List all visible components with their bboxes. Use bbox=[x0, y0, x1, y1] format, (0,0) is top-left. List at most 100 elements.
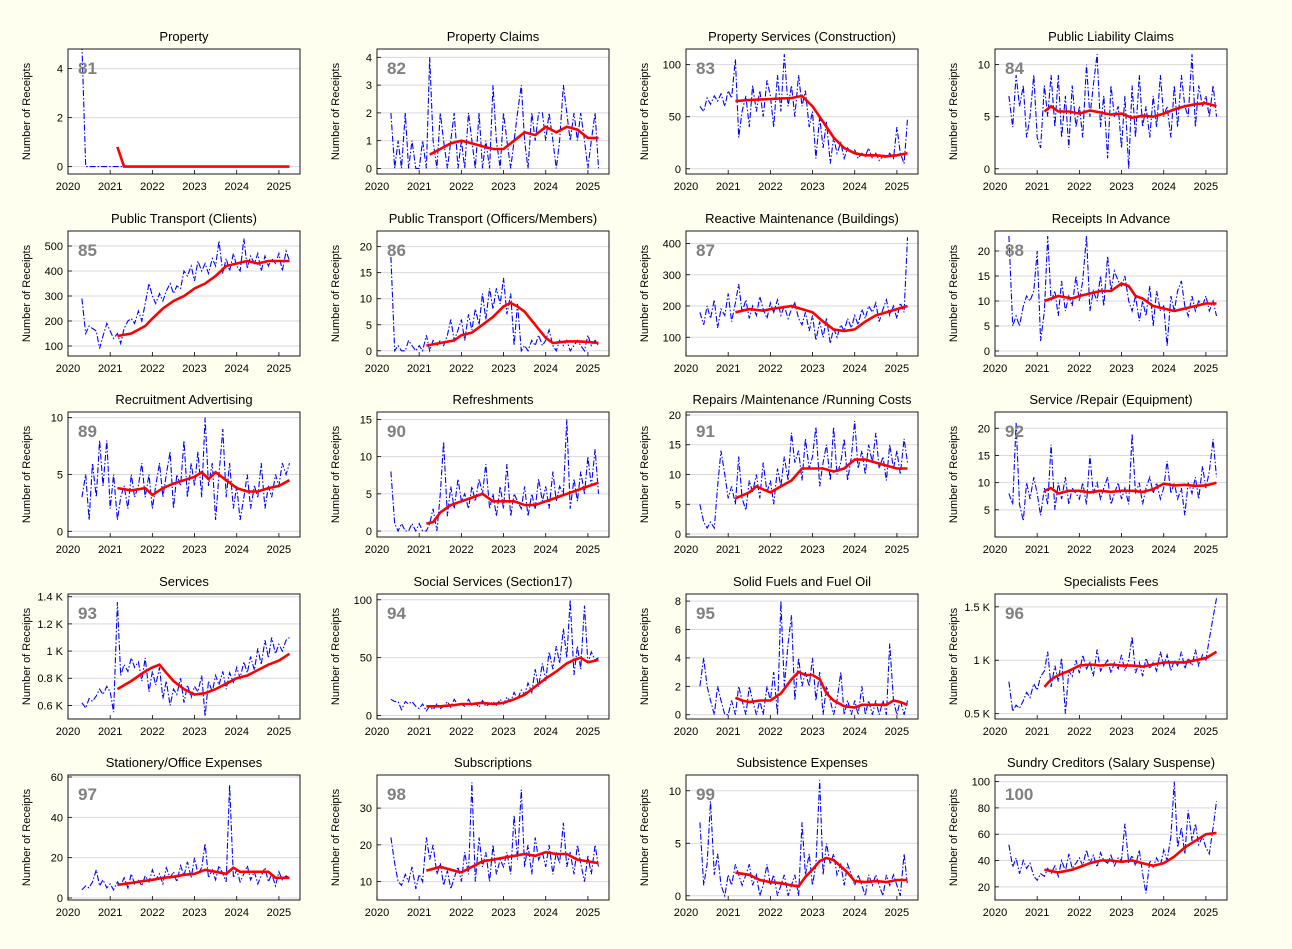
axes-frame bbox=[67, 593, 301, 720]
y-axis-label: Number of Receipts bbox=[330, 788, 342, 886]
x-tick-label: 2022 bbox=[140, 907, 164, 919]
y-tick-label: 10 bbox=[669, 786, 681, 798]
x-tick-label: 2021 bbox=[716, 181, 740, 193]
y-tick-label: 20 bbox=[978, 423, 990, 435]
y-axis-label: Number of Receipts bbox=[639, 788, 651, 886]
x-tick-label: 2023 bbox=[1109, 907, 1133, 919]
y-tick-label: 30 bbox=[360, 803, 372, 815]
y-tick-label: 0 bbox=[675, 164, 681, 176]
y-tick-label: 500 bbox=[45, 241, 63, 253]
panel-number: 85 bbox=[78, 241, 97, 260]
y-tick-label: 5 bbox=[57, 470, 63, 482]
panel-number: 99 bbox=[696, 785, 715, 804]
monthly-receipts-line bbox=[81, 785, 290, 892]
panel-number: 100 bbox=[1005, 785, 1033, 804]
y-axis-label: Number of Receipts bbox=[21, 244, 33, 342]
x-tick-label: 2023 bbox=[800, 363, 824, 375]
y-tick-label: 5 bbox=[984, 112, 990, 124]
monthly-receipts-line bbox=[81, 49, 290, 168]
plot-area bbox=[995, 412, 1227, 537]
x-tick-label: 2022 bbox=[1067, 726, 1091, 738]
x-tick-label: 2021 bbox=[716, 363, 740, 375]
axes-frame bbox=[685, 411, 919, 538]
x-tick-label: 2022 bbox=[140, 181, 164, 193]
x-tick-label: 2020 bbox=[674, 181, 698, 193]
plot-area bbox=[377, 775, 609, 900]
plot-area bbox=[377, 49, 609, 174]
monthly-receipts-line bbox=[1008, 598, 1218, 714]
y-tick-label: 20 bbox=[669, 410, 681, 422]
y-tick-label: 0.6 K bbox=[37, 700, 63, 712]
y-tick-label: 20 bbox=[51, 853, 63, 865]
y-axis-label: Number of Receipts bbox=[21, 425, 33, 523]
y-tick-label: 2 bbox=[366, 108, 372, 120]
panel-title: Service /Repair (Equipment) bbox=[1029, 392, 1192, 407]
x-tick-label: 2020 bbox=[983, 544, 1007, 556]
y-tick-label: 0 bbox=[675, 529, 681, 541]
y-tick-label: 15 bbox=[669, 440, 681, 452]
chart-panel-96: 0.5 K 1 K 1.5 K 2020 2021 2022 2023 2024 2025 96 S… bbox=[948, 574, 1228, 738]
monthly-receipts-line bbox=[81, 417, 291, 521]
x-tick-label: 2024 bbox=[1151, 181, 1175, 193]
y-tick-label: 50 bbox=[669, 112, 681, 124]
panel-title: Specialists Fees bbox=[1064, 574, 1159, 589]
x-tick-label: 2020 bbox=[365, 544, 389, 556]
plot-area bbox=[68, 49, 300, 174]
chart-panel-94: 0 50 100 2020 2021 2022 2023 2024 2025 94 Social S… bbox=[330, 574, 610, 738]
x-tick-label: 2024 bbox=[842, 181, 866, 193]
x-tick-label: 2020 bbox=[983, 907, 1007, 919]
x-tick-label: 2025 bbox=[267, 907, 291, 919]
smoothed-trend-line bbox=[1044, 831, 1217, 874]
x-tick-label: 2025 bbox=[576, 907, 600, 919]
axes-frame bbox=[994, 593, 1228, 720]
x-tick-label: 2020 bbox=[674, 907, 698, 919]
monthly-receipts-line bbox=[390, 256, 599, 353]
y-tick-label: 0 bbox=[366, 163, 372, 175]
panel-number: 92 bbox=[1005, 422, 1024, 441]
x-tick-label: 2020 bbox=[365, 363, 389, 375]
y-tick-label: 5 bbox=[984, 505, 990, 517]
x-tick-label: 2024 bbox=[224, 363, 248, 375]
smoothed-trend-line bbox=[735, 304, 908, 333]
panel-number: 94 bbox=[387, 604, 406, 623]
y-tick-label: 8 bbox=[675, 596, 681, 608]
x-tick-label: 2023 bbox=[182, 726, 206, 738]
axes-frame bbox=[67, 48, 301, 175]
panel-number: 87 bbox=[696, 241, 715, 260]
x-tick-label: 2021 bbox=[407, 726, 431, 738]
x-tick-label: 2024 bbox=[533, 726, 557, 738]
monthly-receipts-line bbox=[1008, 54, 1218, 169]
x-tick-label: 2025 bbox=[576, 181, 600, 193]
y-tick-label: 15 bbox=[360, 414, 372, 426]
x-tick-label: 2023 bbox=[491, 544, 515, 556]
monthly-receipts-line bbox=[699, 420, 909, 530]
smoothed-trend-line bbox=[116, 652, 291, 696]
x-tick-label: 2022 bbox=[758, 363, 782, 375]
panel-title: Reactive Maintenance (Buildings) bbox=[705, 211, 899, 226]
panel-title: Subscriptions bbox=[454, 755, 533, 770]
chart-panel-100: 20 40 60 80 100 2020 2021 2022 2023 2024 2025 100 Su… bbox=[948, 755, 1228, 919]
y-tick-label: 5 bbox=[366, 489, 372, 501]
x-tick-label: 2024 bbox=[224, 181, 248, 193]
x-tick-label: 2021 bbox=[98, 363, 122, 375]
x-tick-label: 2024 bbox=[1151, 907, 1175, 919]
y-tick-label: 100 bbox=[354, 595, 372, 607]
x-tick-label: 2021 bbox=[98, 907, 122, 919]
x-tick-label: 2024 bbox=[224, 907, 248, 919]
x-tick-label: 2021 bbox=[1025, 181, 1049, 193]
x-tick-label: 2021 bbox=[716, 907, 740, 919]
plot-area bbox=[68, 594, 300, 719]
x-tick-label: 2024 bbox=[1151, 363, 1175, 375]
x-tick-label: 2023 bbox=[182, 363, 206, 375]
axes-frame bbox=[376, 48, 610, 175]
x-tick-label: 2025 bbox=[885, 181, 909, 193]
smoothed-trend-line bbox=[734, 458, 908, 500]
panel-title: Subsistence Expenses bbox=[736, 755, 868, 770]
chart-panel-99: 0 5 10 2020 2021 2022 2023 2024 2025 99 Subsistenc… bbox=[639, 755, 919, 919]
panel-title: Solid Fuels and Fuel Oil bbox=[733, 574, 871, 589]
x-tick-label: 2025 bbox=[1194, 363, 1218, 375]
x-tick-label: 2022 bbox=[1067, 907, 1091, 919]
y-tick-label: 10 bbox=[669, 470, 681, 482]
x-tick-label: 2020 bbox=[983, 363, 1007, 375]
y-tick-label: 400 bbox=[663, 239, 681, 251]
